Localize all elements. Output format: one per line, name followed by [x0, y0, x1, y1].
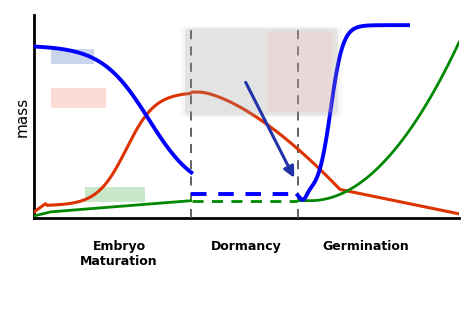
- Bar: [85, 188, 145, 202]
- Bar: [51, 50, 94, 64]
- Bar: [51, 88, 106, 108]
- Text: Embryo
Maturation: Embryo Maturation: [80, 240, 158, 268]
- Text: Germination: Germination: [322, 240, 409, 253]
- FancyBboxPatch shape: [185, 28, 338, 116]
- Text: Dormancy: Dormancy: [211, 240, 282, 253]
- Y-axis label: mass: mass: [15, 96, 30, 137]
- FancyBboxPatch shape: [181, 26, 342, 117]
- Bar: [268, 31, 331, 112]
